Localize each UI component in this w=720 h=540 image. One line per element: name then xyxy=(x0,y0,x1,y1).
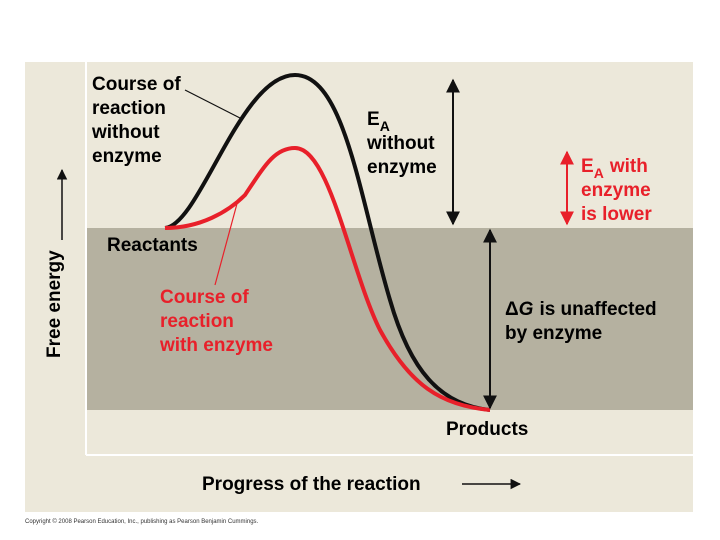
label-line: reaction xyxy=(160,311,234,332)
copyright: Copyright © 2008 Pearson Education, Inc.… xyxy=(25,518,259,525)
subscript: A xyxy=(594,165,604,181)
reactants-label: Reactants xyxy=(107,235,198,256)
y-axis-title: Free energy xyxy=(44,250,65,358)
label-line: with xyxy=(609,156,648,177)
label-line: enzyme xyxy=(92,146,162,167)
ea-with-label: EA with enzyme is lower xyxy=(581,156,656,225)
label-line: without xyxy=(91,122,160,143)
symbol: E xyxy=(367,109,380,130)
leader-line xyxy=(184,89,241,119)
symbol: E xyxy=(581,156,594,177)
curve-with-enzyme xyxy=(164,145,491,412)
label-line: reaction xyxy=(92,98,166,119)
curve-without-enzyme xyxy=(164,72,491,412)
products-label: Products xyxy=(446,419,528,440)
with-enzyme-label: Course of reaction with enzyme xyxy=(159,287,273,356)
leader-line xyxy=(214,199,239,286)
without-enzyme-label: Course of reaction without enzyme xyxy=(91,74,186,167)
label-line: is lower xyxy=(581,204,652,225)
x-axis-title: Progress of the reaction xyxy=(202,474,421,495)
label-line: enzyme xyxy=(367,157,437,178)
variable: G xyxy=(519,299,534,320)
label-line: enzyme xyxy=(581,180,651,201)
label-line: is unaffected xyxy=(539,299,656,320)
delta-g-band xyxy=(86,228,693,410)
label-line: Course of xyxy=(92,74,181,95)
label-line: Course of xyxy=(160,287,249,308)
delta-g-label: ΔG is unaffected by enzyme xyxy=(505,299,662,344)
label-line: without xyxy=(366,133,435,154)
label-line: by enzyme xyxy=(505,323,602,344)
subscript: A xyxy=(380,118,390,134)
ea-without-label: EA without enzyme xyxy=(366,109,440,178)
label-line: with enzyme xyxy=(159,335,273,356)
symbol: Δ xyxy=(505,299,519,320)
